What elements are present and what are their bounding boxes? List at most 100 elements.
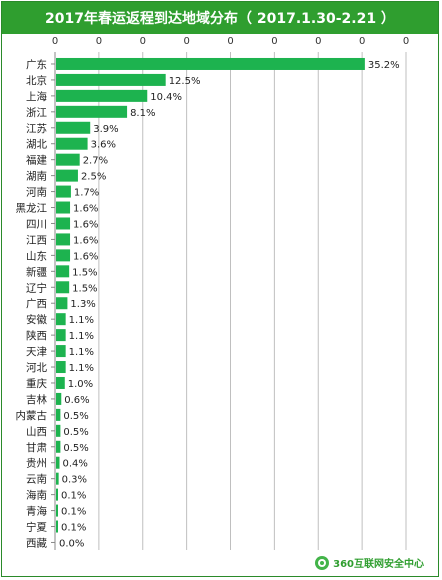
bar bbox=[56, 408, 61, 421]
value-label: 0.1% bbox=[61, 507, 86, 518]
value-label: 1.3% bbox=[70, 299, 95, 310]
bar bbox=[56, 153, 80, 166]
category-label: 西藏 bbox=[26, 537, 47, 549]
value-label: 35.2% bbox=[368, 60, 400, 71]
category-label: 青海 bbox=[26, 505, 47, 518]
category-label: 四川 bbox=[26, 218, 47, 230]
category-label: 甘肃 bbox=[26, 441, 47, 454]
value-label: 0.0% bbox=[59, 538, 84, 549]
bar bbox=[56, 329, 66, 342]
bar-chart: 0 0 0 0 0 0 0 0 0 广东 35.2% 北京 12.5% 上海 10.4% 浙江 8.1% 江苏 3.… bbox=[16, 36, 409, 550]
category-label: 黑龙江 bbox=[16, 202, 48, 215]
value-label: 1.6% bbox=[73, 235, 98, 246]
value-label: 0.5% bbox=[63, 443, 88, 454]
x-tick-label: 0 bbox=[315, 36, 321, 47]
value-label: 1.6% bbox=[73, 219, 98, 230]
value-label: 0.6% bbox=[64, 395, 89, 406]
category-label: 天津 bbox=[26, 346, 47, 358]
bar bbox=[56, 137, 88, 150]
category-label: 北京 bbox=[26, 74, 47, 87]
value-label: 1.1% bbox=[69, 347, 94, 358]
bar bbox=[56, 57, 365, 70]
category-label: 陕西 bbox=[26, 329, 47, 342]
bar bbox=[56, 472, 59, 485]
category-label: 广东 bbox=[26, 58, 47, 71]
bar bbox=[56, 392, 62, 405]
category-label: 新疆 bbox=[26, 265, 47, 278]
category-label: 湖北 bbox=[26, 139, 47, 151]
bar bbox=[56, 265, 70, 278]
category-label: 山东 bbox=[26, 249, 47, 262]
value-label: 2.7% bbox=[83, 156, 108, 167]
value-label: 12.5% bbox=[169, 76, 201, 87]
category-label: 福建 bbox=[26, 154, 47, 167]
footer-brand: 360互联网安全中心 bbox=[315, 555, 424, 570]
value-label: 2.5% bbox=[81, 172, 106, 183]
category-label: 河南 bbox=[26, 186, 47, 199]
category-label: 广西 bbox=[26, 298, 47, 310]
x-tick-label: 0 bbox=[359, 36, 365, 47]
value-label: 1.1% bbox=[69, 315, 94, 326]
bar bbox=[56, 456, 60, 469]
value-label: 1.1% bbox=[69, 331, 94, 342]
category-label: 吉林 bbox=[26, 393, 47, 406]
value-label: 0.5% bbox=[63, 427, 88, 438]
bar bbox=[56, 233, 71, 246]
value-label: 1.1% bbox=[69, 363, 94, 374]
bar bbox=[56, 488, 58, 501]
bar bbox=[56, 424, 61, 437]
bar bbox=[56, 121, 91, 134]
bar bbox=[56, 105, 128, 118]
category-label: 浙江 bbox=[26, 107, 47, 119]
x-tick-label: 0 bbox=[227, 36, 233, 47]
value-label: 0.1% bbox=[61, 491, 86, 502]
category-label: 上海 bbox=[26, 90, 47, 103]
bar bbox=[56, 345, 66, 358]
x-tick-label: 0 bbox=[403, 36, 409, 47]
bar bbox=[56, 169, 78, 182]
value-label: 0.3% bbox=[62, 475, 87, 486]
bar bbox=[56, 281, 70, 294]
chart-title: 2017年春运返程到达地域分布（ 2017.1.30-2.21 ） bbox=[2, 2, 438, 34]
bar bbox=[56, 376, 65, 389]
value-label: 1.7% bbox=[74, 188, 99, 199]
bar bbox=[56, 249, 71, 262]
x-tick-label: 0 bbox=[183, 36, 189, 47]
bar bbox=[56, 520, 58, 533]
category-label: 内蒙古 bbox=[16, 409, 48, 422]
360-logo-icon bbox=[315, 555, 330, 570]
category-label: 安徽 bbox=[26, 313, 47, 326]
category-label: 宁夏 bbox=[26, 521, 47, 534]
bar bbox=[56, 73, 166, 86]
bar bbox=[56, 201, 71, 214]
bar bbox=[56, 217, 71, 230]
bar bbox=[56, 440, 61, 453]
value-label: 1.0% bbox=[68, 379, 93, 390]
value-label: 0.1% bbox=[61, 523, 86, 534]
value-label: 8.1% bbox=[130, 108, 155, 119]
category-label: 云南 bbox=[26, 473, 47, 486]
category-label: 河北 bbox=[26, 362, 47, 374]
category-label: 辽宁 bbox=[26, 281, 47, 294]
value-label: 0.5% bbox=[63, 411, 88, 422]
bar bbox=[56, 297, 68, 310]
bar bbox=[56, 185, 71, 198]
value-label: 3.9% bbox=[93, 124, 118, 135]
x-tick-label: 0 bbox=[140, 36, 146, 47]
value-label: 0.4% bbox=[63, 459, 88, 470]
bar bbox=[56, 504, 58, 517]
footer-brand-label: 360互联网安全中心 bbox=[333, 559, 424, 570]
category-label: 海南 bbox=[26, 489, 47, 502]
category-label: 重庆 bbox=[26, 377, 47, 390]
category-label: 山西 bbox=[26, 426, 47, 438]
category-label: 贵州 bbox=[26, 457, 47, 470]
category-label: 湖南 bbox=[26, 170, 47, 183]
value-label: 10.4% bbox=[150, 92, 182, 103]
value-label: 1.6% bbox=[73, 204, 98, 215]
category-label: 江苏 bbox=[26, 122, 47, 135]
value-label: 1.6% bbox=[73, 251, 98, 262]
x-tick-label: 0 bbox=[96, 36, 102, 47]
x-tick-label: 0 bbox=[52, 36, 58, 47]
x-tick-label: 0 bbox=[271, 36, 277, 47]
